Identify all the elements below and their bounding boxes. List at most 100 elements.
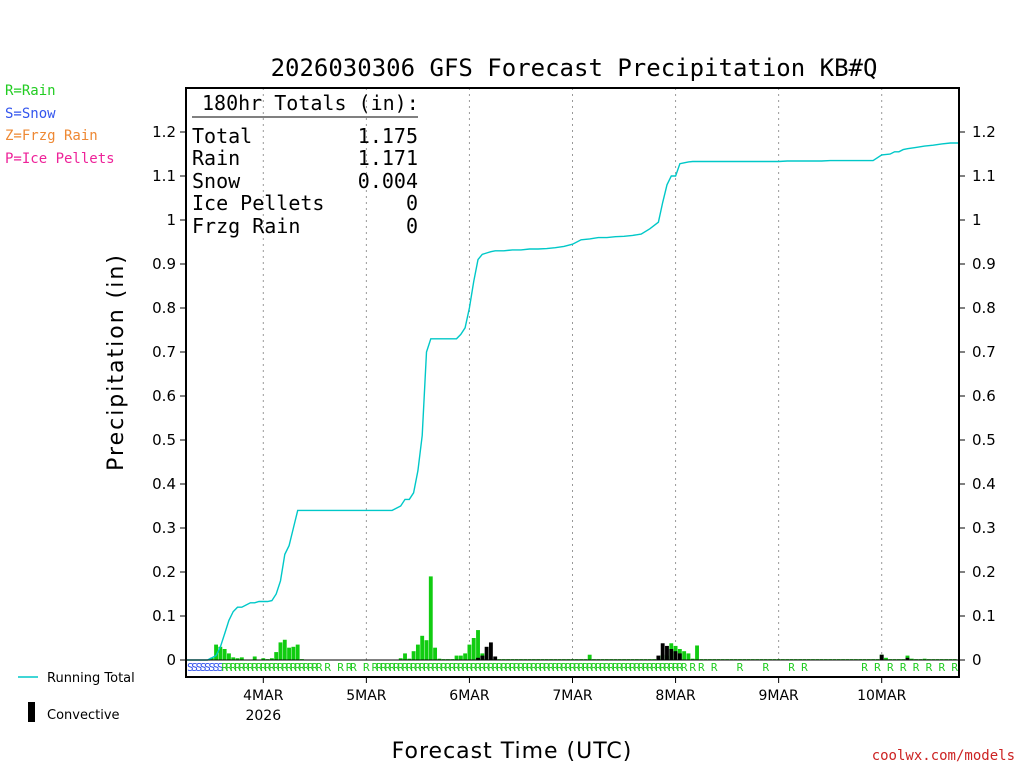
x-tick-label: 4MAR <box>243 688 284 704</box>
precip-type-rain-mark: R <box>625 661 632 674</box>
precip-type-rain-mark: R <box>913 661 920 674</box>
chart-title: 2026030306 GFS Forecast Precipitation KB… <box>271 54 878 82</box>
precip-type-rain-mark: R <box>539 661 546 674</box>
precip-type-rain-mark: R <box>531 661 538 674</box>
precip-bar <box>686 653 691 660</box>
precip-type-rain-mark: R <box>234 661 241 674</box>
y-tick-label-right: 1.2 <box>972 123 996 141</box>
precip-type-rain-mark: R <box>616 661 623 674</box>
precip-type-rain-mark: R <box>500 661 507 674</box>
precip-type-snow-mark: S <box>196 661 203 674</box>
precip-type-rain-mark: R <box>599 661 606 674</box>
precip-type-snow-mark: S <box>187 661 194 674</box>
convective-bar <box>677 653 682 660</box>
precip-type-rain-mark: R <box>788 661 795 674</box>
convective-bar <box>660 643 665 660</box>
precip-type-rain-mark: R <box>526 661 533 674</box>
precip-bar <box>463 653 468 660</box>
precip-bar <box>587 654 592 660</box>
precip-type-rain-mark: R <box>380 661 387 674</box>
precip-type-rain-mark: R <box>281 661 288 674</box>
precip-type-rain-mark: R <box>470 661 477 674</box>
precip-bar <box>471 638 476 660</box>
precip-bar <box>295 644 300 660</box>
precip-type-rain-mark: R <box>247 661 254 674</box>
precip-type-rain-mark: R <box>479 661 486 674</box>
totals-ice-pellets-value: 0 <box>406 191 418 215</box>
precip-bar <box>235 658 240 660</box>
y-tick-label-left: 0.8 <box>152 299 176 317</box>
x-axis: 4MAR 2026 5MAR 6MAR 7MAR 8MAR 9MAR 10MAR <box>243 677 907 724</box>
precip-bar <box>278 642 283 660</box>
convective-bar <box>480 655 485 660</box>
precip-bar <box>682 651 687 660</box>
y-tick-label-left: 1 <box>166 211 176 229</box>
precip-bar <box>227 653 231 660</box>
precip-type-snow-mark: S <box>208 661 215 674</box>
precip-type-rain-mark: R <box>303 661 310 674</box>
precip-type-rain-mark: R <box>427 661 434 674</box>
precip-bar <box>239 657 244 660</box>
precip-type-rain-mark: R <box>629 661 636 674</box>
precip-bar <box>922 658 927 660</box>
day-gridlines <box>262 88 883 660</box>
precip-type-rain-mark: R <box>861 661 868 674</box>
legend-frzg-rain-label: Z=Frzg Rain <box>5 128 98 144</box>
y-tick-label-left: 0.4 <box>152 475 176 493</box>
convective-bar <box>879 654 884 660</box>
precip-type-rain-mark: R <box>440 661 447 674</box>
y-tick-label-left: 1.2 <box>152 123 176 141</box>
precip-type-rain-mark: R <box>646 661 653 674</box>
precip-bar <box>458 655 463 660</box>
precip-bar <box>690 658 695 660</box>
y-tick-label-left: 0.1 <box>152 607 176 625</box>
precip-type-rain-mark: R <box>350 661 357 674</box>
precip-bar <box>407 658 412 660</box>
precip-type-rain-mark: R <box>655 661 662 674</box>
precip-type-rain-mark: R <box>337 661 344 674</box>
convective-bar <box>905 657 910 660</box>
precip-type-rain-mark: R <box>565 661 572 674</box>
precip-type-rain-mark: R <box>561 661 568 674</box>
precip-type-rain-mark: R <box>488 661 495 674</box>
precip-type-rain-mark: R <box>518 661 525 674</box>
precip-type-rain-mark: R <box>582 661 589 674</box>
precip-bar <box>291 646 296 660</box>
y-axes: 0 00.1 0.10.2 0.20.3 0.30.4 0.40.5 0.50.6 0.60.… <box>152 123 996 669</box>
y-tick-label-right: 0.7 <box>972 343 996 361</box>
convective-bar <box>488 642 493 660</box>
running-total-series <box>186 142 959 661</box>
credit-text: coolwx.com/models <box>872 748 1015 764</box>
precip-type-rain-mark: R <box>307 661 314 674</box>
precip-type-rain-mark: R <box>269 661 276 674</box>
y-tick-label-right: 1.1 <box>972 167 996 185</box>
x-tick-label: 7MAR <box>552 688 593 704</box>
precip-type-rain-mark: R <box>299 661 306 674</box>
precip-type-rain-mark: R <box>638 661 645 674</box>
precip-type-rain-mark: R <box>672 661 679 674</box>
totals-header: 180hr Totals (in): <box>202 91 419 115</box>
precip-type-rain-mark: R <box>668 661 675 674</box>
y-tick-label-left: 0.5 <box>152 431 176 449</box>
convective-bar <box>669 649 674 660</box>
precip-type-rain-mark: R <box>406 661 413 674</box>
x-tick-label: 8MAR <box>655 688 696 704</box>
precip-bar <box>269 658 274 660</box>
precip-type-rain-mark: R <box>453 661 460 674</box>
precip-bar <box>398 658 403 660</box>
precip-type-rain-mark: R <box>466 661 473 674</box>
precip-type-rain-mark: R <box>397 661 404 674</box>
precip-bar <box>433 647 438 660</box>
precip-type-rain-mark: R <box>681 661 688 674</box>
totals-ice-pellets-label: Ice Pellets <box>192 191 324 215</box>
precip-type-snow-mark: S <box>213 661 220 674</box>
legend-rain-label: R=Rain <box>5 83 56 99</box>
totals-total-label: Total <box>192 124 252 148</box>
precip-type-rain-mark: R <box>243 661 250 674</box>
precip-type-rain-mark: R <box>256 661 263 674</box>
y-tick-label-right: 0.4 <box>972 475 996 493</box>
precip-type-rain-mark: R <box>226 661 233 674</box>
precip-bar <box>222 649 227 660</box>
precip-type-rain-mark: R <box>926 661 933 674</box>
y-tick-label-left: 0 <box>166 651 176 669</box>
